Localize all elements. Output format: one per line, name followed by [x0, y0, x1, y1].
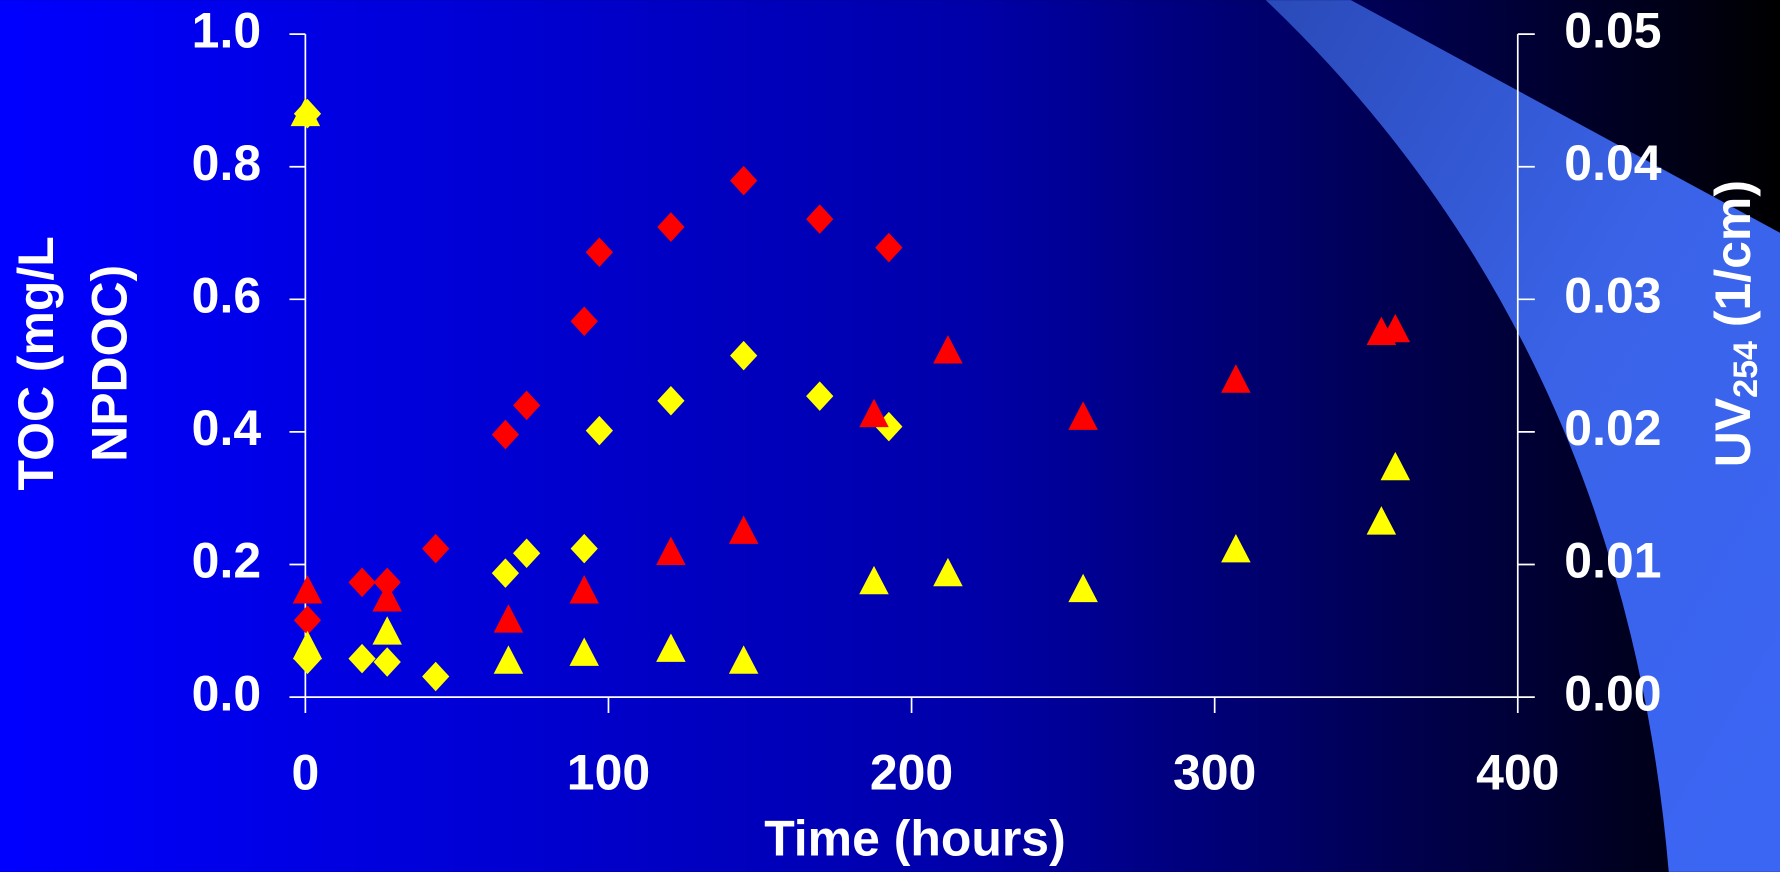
y2-tick-label: 0.01 [1564, 533, 1661, 589]
y-tick-label: 0.0 [192, 665, 261, 721]
y2-tick-label: 0.03 [1564, 268, 1661, 324]
x-tick-label: 0 [291, 745, 319, 801]
y2-axis-title: UV254 (1/cm) [1705, 180, 1765, 467]
x-tick-label: 200 [870, 745, 953, 801]
chart: Time (hours) TOC (mg/L NPDOC) UV254 (1/c… [0, 0, 1780, 872]
y-tick-label: 1.0 [192, 2, 261, 58]
y-tick-label: 0.6 [192, 268, 261, 324]
y-axis-title: NPDOC) [82, 265, 138, 462]
x-tick-label: 400 [1476, 745, 1559, 801]
y-tick-label: 0.4 [192, 400, 262, 456]
x-tick-label: 100 [567, 745, 650, 801]
y2-tick-label: 0.05 [1564, 2, 1661, 58]
y-axis-title: TOC (mg/L [8, 236, 64, 490]
y2-tick-label: 0.02 [1564, 400, 1661, 456]
y-tick-label: 0.8 [192, 135, 261, 191]
y2-title-suffix: (1/cm) [1705, 180, 1761, 341]
page: {"chart_data": { "type": "scatter", "xla… [0, 0, 1780, 872]
y2-tick-label: 0.04 [1564, 135, 1661, 191]
y2-tick-label: 0.00 [1564, 665, 1661, 721]
x-axis-title: Time (hours) [764, 811, 1066, 867]
y2-title-main: UV [1705, 398, 1761, 467]
y-tick-label: 0.2 [192, 533, 261, 589]
x-tick-label: 300 [1173, 745, 1256, 801]
y2-title-subscript: 254 [1727, 341, 1765, 398]
